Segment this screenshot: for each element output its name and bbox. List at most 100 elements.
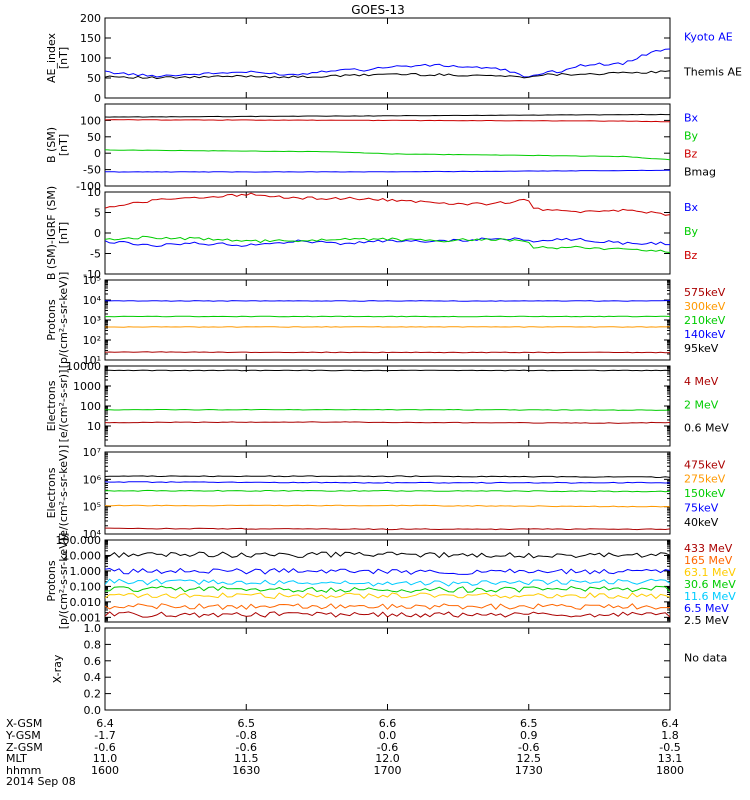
- series-line-30-6-MeV: [105, 585, 670, 593]
- series-line-165-MeV: [105, 603, 670, 610]
- legend-entry: 63.1 MeV: [684, 566, 736, 579]
- x-axis-value: 6.6: [379, 717, 397, 730]
- series-line-6-5-MeV: [105, 567, 670, 575]
- panel-5: 10⁴ 10⁵ 10⁶ 10⁷ Electrons[e/(cm²-s-sr-keV)] 4…: [45, 445, 726, 541]
- x-axis-value: 1800: [656, 764, 684, 777]
- y-tick-label: 50: [87, 72, 101, 85]
- y-tick-label: 0: [94, 92, 101, 105]
- y-axis-label-line: X-ray: [51, 654, 64, 683]
- series-line-210keV: [105, 315, 670, 318]
- legend-entry: 165 MeV: [684, 554, 733, 567]
- series-line-0-6-MeV: [105, 369, 670, 372]
- series-line-Bx: [105, 237, 670, 248]
- x-axis-value: -0.6: [518, 741, 539, 754]
- legend-entry: By: [684, 129, 699, 142]
- legend-entry: 4 MeV: [684, 375, 719, 388]
- legend-entry: No data: [684, 652, 727, 665]
- x-axis-value: 1.8: [661, 729, 679, 742]
- x-axis-value: 12.5: [517, 752, 542, 765]
- y-axis-label-line: Electrons: [45, 467, 58, 518]
- panel-2: -10 -5 0 5 10 B (SM)-IGRF (SM)[nT] Bx By Bz: [45, 186, 699, 281]
- y-axis-label-line: B (SM)-IGRF (SM): [45, 186, 58, 280]
- y-tick-label: 0.100: [70, 580, 102, 593]
- y-axis-label-line: [nT]: [57, 222, 70, 244]
- y-axis-label: Electrons[e/(cm²-s-sr-keV)]: [45, 445, 70, 541]
- y-axis-label-line: Protons: [45, 299, 58, 340]
- y-tick-label: 10000: [66, 360, 101, 373]
- legend-entry: 95keV: [684, 342, 719, 355]
- panel-7: 0.0 0.2 0.4 0.6 0.8 1.0 X-ray No data: [51, 622, 727, 717]
- y-tick-label: 0.001: [70, 611, 102, 624]
- y-tick-label: 10.000: [63, 549, 102, 562]
- y-tick-label: 0.010: [70, 596, 102, 609]
- x-axis-value: 1730: [515, 764, 543, 777]
- y-axis-label-line: Electrons: [45, 380, 58, 431]
- x-axis-value: -0.6: [236, 741, 257, 754]
- series-line-Themis-AE: [105, 70, 670, 80]
- legend-entry: Kyoto AE: [684, 31, 733, 44]
- legend-entry: Bx: [684, 111, 699, 124]
- x-axis-row-label: Y-GSM: [5, 729, 41, 742]
- y-axis-label-line: [e/(cm²-s-sr-keV)]: [57, 445, 70, 541]
- legend-entry: 2 MeV: [684, 398, 719, 411]
- chart-title: GOES-13: [351, 3, 405, 17]
- x-axis-value: -0.6: [94, 741, 115, 754]
- y-tick-label: -50: [83, 164, 101, 177]
- y-tick-label: 1000: [73, 380, 101, 393]
- x-axis-row-label: X-GSM: [6, 717, 42, 730]
- x-axis-value: 13.1: [658, 752, 683, 765]
- series-line-By: [105, 235, 670, 253]
- series-line-150keV: [105, 489, 670, 493]
- legend-entry: 475keV: [684, 458, 726, 471]
- y-tick-label: 200: [80, 12, 101, 25]
- legend-entry: 575keV: [684, 286, 726, 299]
- legend-entry: Themis AE: [683, 66, 742, 79]
- legend-entry: 275keV: [684, 473, 726, 486]
- y-tick-label: 50: [87, 131, 101, 144]
- panel-frame: [104, 279, 671, 361]
- y-tick-label: 10: [87, 186, 101, 199]
- legend-entry: 0.6 MeV: [684, 422, 729, 435]
- panel-frame: [104, 191, 671, 275]
- y-axis-label: Electrons[e/(cm²-s-sr)]: [45, 370, 70, 443]
- series-line-75keV: [105, 481, 670, 484]
- legend-entry: 300keV: [684, 300, 726, 313]
- y-axis-label-line: Protons: [45, 560, 58, 601]
- y-tick-label: 0: [94, 147, 101, 160]
- series-line-11-6-MeV: [105, 578, 670, 587]
- panel-frame: [104, 365, 671, 447]
- y-tick-label: 10⁷: [83, 446, 101, 459]
- x-axis-value: -0.8: [236, 729, 257, 742]
- y-tick-label: 100: [80, 400, 101, 413]
- x-axis-date: 2014 Sep 08: [6, 775, 76, 788]
- y-tick-label: 10⁵: [83, 501, 101, 514]
- x-axis-value: 1700: [374, 764, 402, 777]
- series-line-Kyoto-AE: [105, 48, 670, 78]
- y-tick-label: 10²: [83, 334, 101, 347]
- y-axis-label-line: [p/(cm²-s-sr-keV)]: [57, 533, 70, 630]
- legend-entry: 11.6 MeV: [684, 590, 736, 603]
- series-line-63-1-MeV: [105, 592, 670, 600]
- y-tick-label: 10⁴: [83, 294, 102, 307]
- x-axis-value: 6.5: [238, 717, 256, 730]
- panel-0: 0 50 100 150 200 AE_index[nT] Kyoto AE Themis A…: [45, 12, 742, 105]
- legend-entry: 75keV: [684, 502, 719, 515]
- y-tick-label: 10⁶: [83, 473, 102, 486]
- y-tick-label: 100.000: [56, 534, 102, 547]
- x-axis-value: -1.7: [94, 729, 115, 742]
- legend-entry: Bz: [684, 249, 698, 262]
- panel-frame: [104, 627, 671, 711]
- y-tick-label: 0.8: [84, 638, 102, 651]
- legend-entry: 150keV: [684, 487, 726, 500]
- y-tick-label: 0.6: [84, 655, 102, 668]
- series-line-4-MeV: [105, 421, 670, 424]
- legend-entry: Bmag: [684, 165, 716, 178]
- y-axis-label-line: [nT]: [57, 134, 70, 156]
- x-axis-value: 12.0: [375, 752, 400, 765]
- panel-3: 10¹ 10² 10³ 10⁴ 10⁵ Protons[p/(cm²-s-sr-keV)]…: [45, 272, 726, 369]
- series-line-275keV: [105, 504, 670, 508]
- y-axis-label: X-ray: [51, 654, 64, 683]
- legend-entry: 30.6 MeV: [684, 578, 736, 591]
